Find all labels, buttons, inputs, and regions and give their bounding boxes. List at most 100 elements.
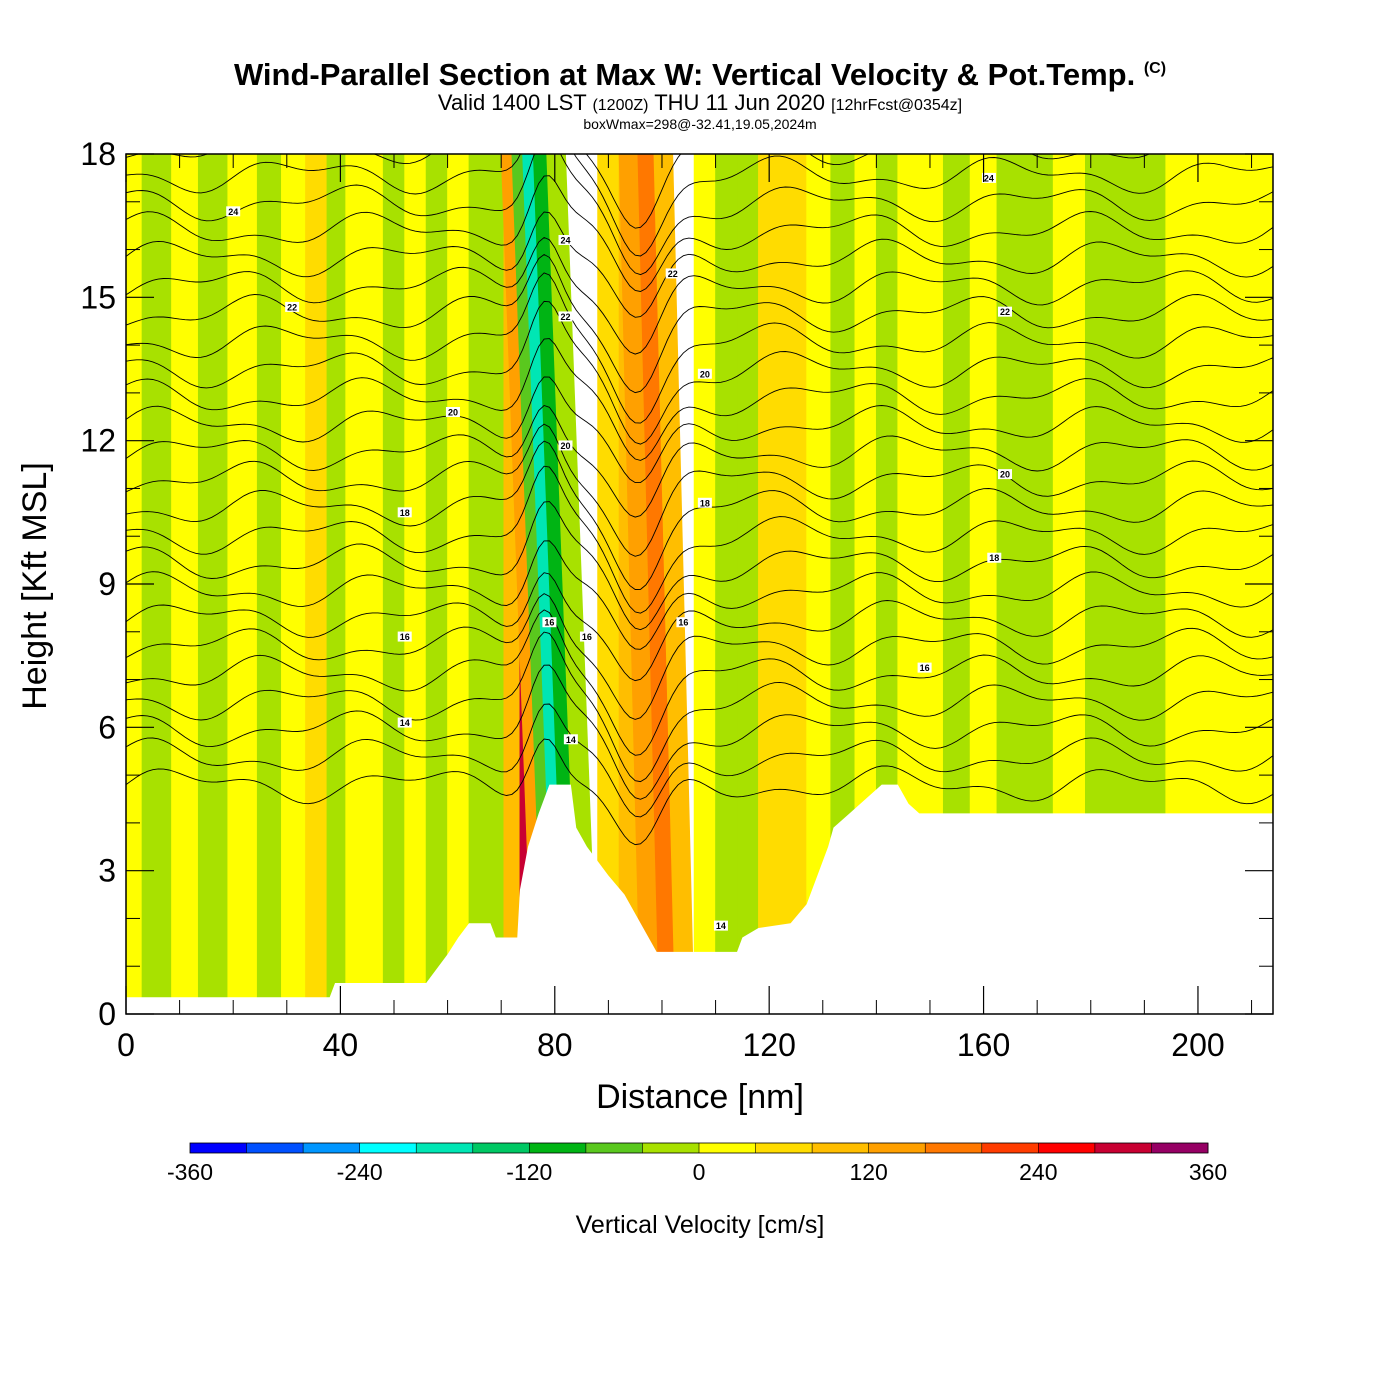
vertical-velocity-field <box>126 154 1273 1014</box>
contour-label-bg <box>397 507 412 518</box>
w-column <box>364 154 384 1014</box>
theta-contour <box>126 609 1273 756</box>
contour-label: 22 <box>668 269 678 279</box>
y-tick-label: 12 <box>80 423 116 459</box>
contour-label: 18 <box>400 508 410 518</box>
theta-contour <box>126 664 1273 800</box>
w-column <box>1023 154 1054 1014</box>
w-column <box>1052 154 1086 1014</box>
contour-label: 16 <box>678 618 688 628</box>
forecast-info: [12hrFcst@0354z] <box>831 97 963 114</box>
x-tick-label: 120 <box>742 1027 795 1063</box>
contour-label-bg <box>981 172 996 183</box>
w-column <box>227 154 258 1014</box>
y-axis-label: Height [Kft MSL] <box>16 462 54 710</box>
title-main: Wind-Parallel Section at Max W: Vertical… <box>233 57 1136 92</box>
box-info: boxWmax=298@-32.41,19.05,2024m <box>583 116 817 132</box>
theta-contour <box>126 236 1273 355</box>
w-column <box>618 154 660 1014</box>
w-column <box>758 154 783 1014</box>
colorbar-swatch <box>755 1143 813 1153</box>
theta-contour <box>126 272 1273 424</box>
x-tick-label: 80 <box>537 1027 573 1063</box>
chart-title: Wind-Parallel Section at Max W: Vertical… <box>0 52 1400 92</box>
contour-label-bg <box>579 631 594 642</box>
contour-label-bg <box>697 497 712 508</box>
contour-label-bg <box>542 617 557 628</box>
contour-label-bg <box>563 734 578 745</box>
x-tick-label: 160 <box>957 1027 1010 1063</box>
w-column <box>1205 154 1250 1014</box>
x-tick-label: 0 <box>117 1027 135 1063</box>
colorbar-swatch <box>529 1143 587 1153</box>
y-tick-label: 3 <box>98 853 116 889</box>
contour-label: 14 <box>400 718 410 728</box>
w-column <box>918 154 944 1014</box>
w-column <box>382 154 406 1014</box>
colorbar-swatch <box>359 1143 417 1153</box>
theta-contour <box>126 501 1273 631</box>
theta-contour <box>126 154 1273 257</box>
colorbar-swatch <box>585 1143 643 1153</box>
w-column <box>281 154 306 1014</box>
w-column <box>653 154 695 1014</box>
x-tick-label: 200 <box>1171 1027 1224 1063</box>
w-column <box>996 154 1025 1014</box>
contour-label: 22 <box>560 312 570 322</box>
theta-contour <box>126 154 1273 276</box>
colorbar-swatch <box>868 1143 926 1153</box>
w-column <box>782 154 808 1014</box>
contour-label-bg <box>917 662 932 673</box>
axes: 0 40 80 120 160 200 0 3 6 9 12 15 18 <box>80 136 1273 1063</box>
contour-label-bg <box>397 717 412 728</box>
contour-label: 20 <box>700 369 710 379</box>
theta-contour <box>126 440 1273 590</box>
colorbar-swatch <box>1151 1143 1209 1153</box>
colorbar-swatch <box>925 1143 983 1153</box>
w-column <box>425 154 448 1014</box>
valid-utc: (1200Z) <box>592 97 649 114</box>
y-tick-label: 15 <box>80 279 116 315</box>
theta-contour <box>126 540 1273 650</box>
contour-label: 24 <box>228 207 238 217</box>
contour-label-bg <box>558 235 573 245</box>
chart-subtitle: Valid 1400 LST (1200Z) THU 11 Jun 2020 [… <box>0 92 1400 117</box>
y-tick-label: 18 <box>80 136 116 172</box>
terrain-mask <box>126 784 1273 1014</box>
colorbar: -360 -240 -120 0 120 240 360 <box>167 1142 1227 1185</box>
theta-contour <box>126 703 1273 818</box>
theta-contour <box>126 338 1273 461</box>
theta-contour <box>126 300 1273 445</box>
contour-label: 16 <box>400 632 410 642</box>
w-column <box>693 154 716 1014</box>
contour-label: 14 <box>716 921 726 931</box>
w-column <box>487 154 505 1014</box>
w-column <box>1085 154 1124 1014</box>
contour-label-bg <box>397 631 412 642</box>
contour-label: 14 <box>566 735 576 745</box>
valid-time: Valid 1400 LST <box>437 90 587 115</box>
y-tick-label: 6 <box>98 709 116 745</box>
colorbar-label: -240 <box>337 1159 383 1185</box>
contour-label-bg <box>558 440 573 451</box>
contour-label-bg <box>558 311 573 322</box>
contour-label-bg <box>697 368 712 379</box>
contour-label: 22 <box>287 302 297 312</box>
colorbar-label: 360 <box>1189 1159 1227 1185</box>
w-column <box>806 154 832 1014</box>
contour-label-bg <box>998 469 1013 480</box>
contour-label-bg <box>445 407 460 417</box>
theta-contour <box>126 465 1273 614</box>
theta-contour <box>126 175 1273 292</box>
theta-contour <box>126 211 1273 318</box>
w-column <box>715 154 738 1014</box>
x-axis-label: Distance [nm] <box>596 1078 804 1116</box>
y-tick-label: 9 <box>98 566 116 602</box>
w-column <box>326 154 347 1014</box>
theta-contour <box>126 593 1273 720</box>
w-column <box>546 154 599 1014</box>
theta-contour <box>126 404 1273 518</box>
colorbar-swatch <box>1094 1143 1152 1153</box>
colorbar-label: -120 <box>506 1159 552 1185</box>
